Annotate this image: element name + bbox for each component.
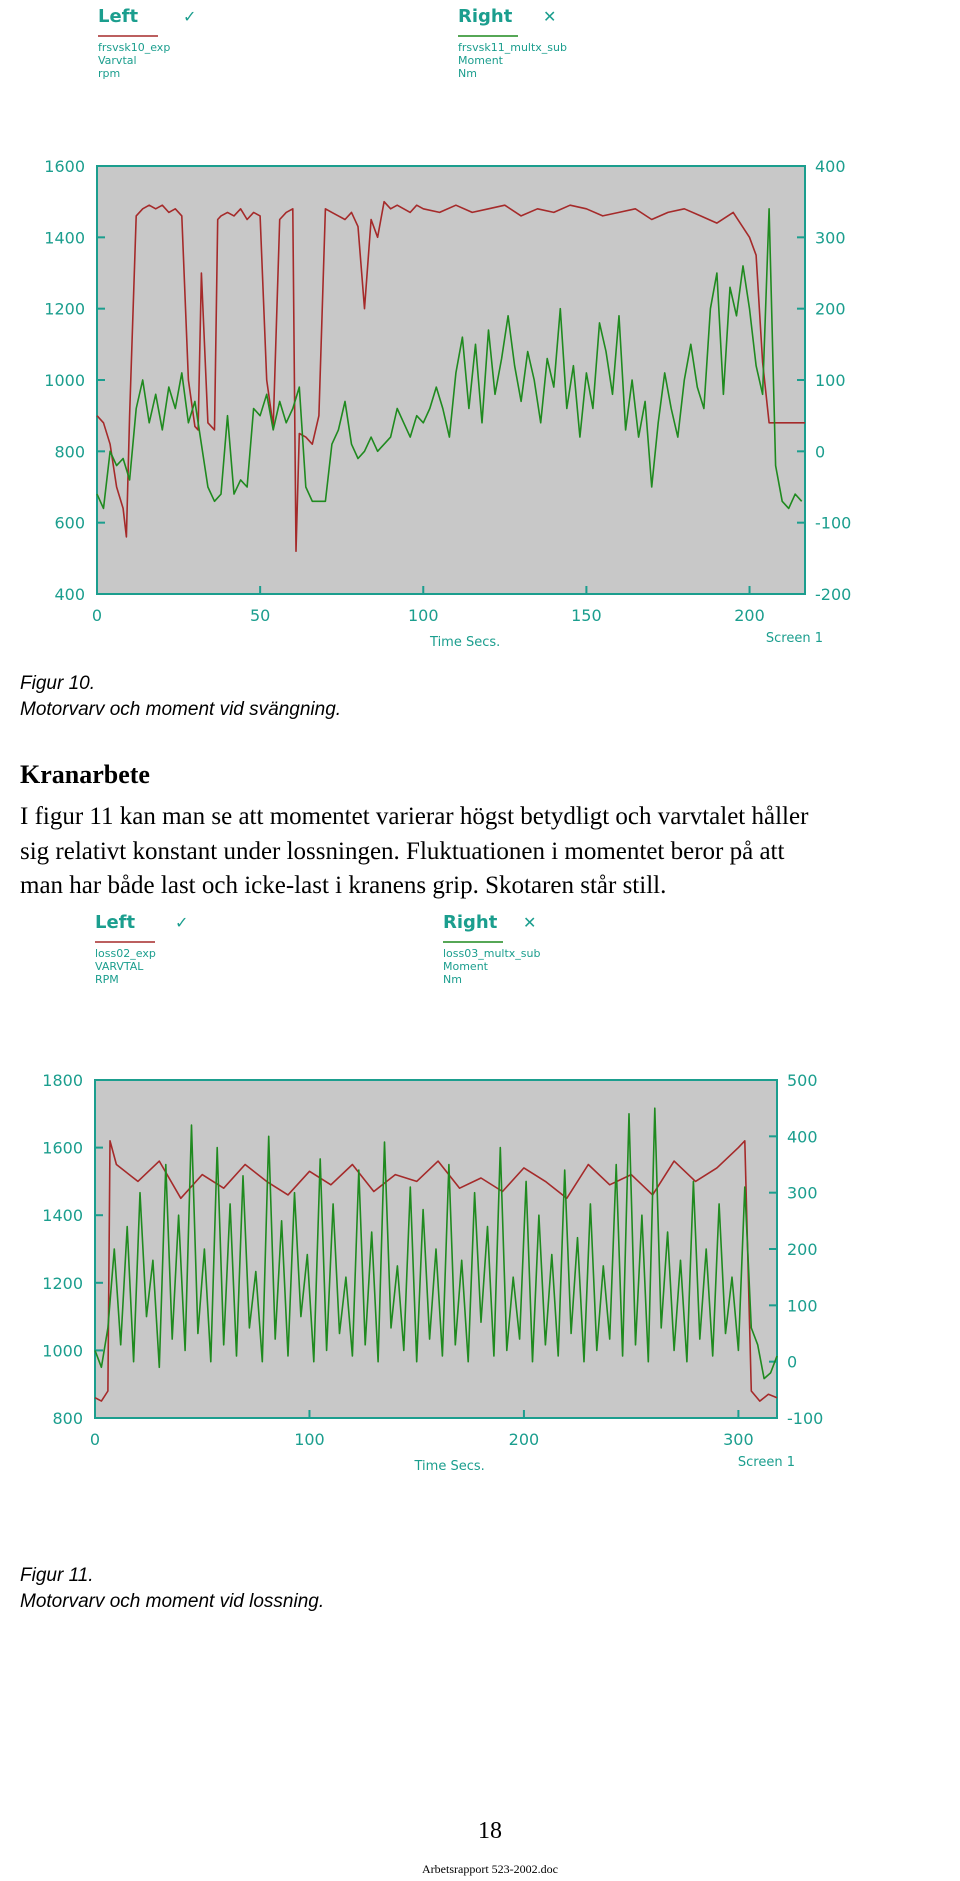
y-right-tick-label: -200 [815,585,851,604]
legend-right-name: loss03_multx_sub [443,947,541,960]
legend-left-mark: ✓ [183,7,196,26]
y-left-tick-label: 1400 [44,228,85,247]
footer-filename: Arbetsrapport 523-2002.doc [422,1862,558,1876]
y-right-tick-label: -100 [787,1409,823,1428]
x-tick-label: 100 [408,606,439,625]
y-left-tick-label: 1000 [44,371,85,390]
legend-right-mark: ✕ [523,913,536,932]
legend-right-title: Right [458,6,513,27]
y-right-tick-label: 300 [787,1184,818,1203]
y-left-tick-label: 1000 [42,1341,83,1360]
x-axis-label: Time Secs. [429,635,500,650]
legend-left-name: loss02_exp [95,947,156,960]
plot-area [96,165,806,595]
legend-right-mark: ✕ [543,7,556,26]
figure-11-caption: Figur 11. Motorvarv och moment vid lossn… [20,1563,324,1615]
legend-right-quantity: Moment [443,960,489,973]
figure-11-chart: Left ✓ loss02_exp VARVTAL RPM Right ✕ loss03_mu… [0,910,960,1570]
legend-left-unit: RPM [95,973,119,986]
legend-left-title: Left [95,912,136,933]
series-line-right [94,1107,778,1380]
x-tick-label: 300 [723,1430,754,1449]
legend-right-unit: Nm [443,973,462,986]
x-tick-label: 0 [92,606,102,625]
legend-left-title: Left [98,6,139,27]
figure-10-caption-text: Motorvarv och moment vid svängning. [20,699,342,720]
paragraph-line-3: man har både last och icke-last i kranen… [20,872,667,899]
y-right-tick-label: 100 [787,1296,818,1315]
legend-left-unit: rpm [98,67,120,80]
y-left-tick-label: 1600 [44,157,85,176]
y-right-tick-label: 300 [815,228,846,247]
y-left-tick-label: 400 [54,585,85,604]
x-tick-label: 100 [294,1430,325,1449]
figure-10-chart: Left ✓ frsvsk10_exp Varvtal rpm Right ✕ frsvsk1… [0,0,960,680]
figure-10-caption: Figur 10. Motorvarv och moment vid sväng… [20,671,341,723]
x-tick-label: 200 [509,1430,540,1449]
legend-right-quantity: Moment [458,54,504,67]
paragraph-line-2: sig relativt konstant under lossningen. … [20,837,785,865]
legend-left-quantity: Varvtal [98,54,137,67]
y-left-tick-label: 1400 [42,1206,83,1225]
y-right-tick-label: 500 [787,1071,818,1090]
legend-left-name: frsvsk10_exp [98,41,170,54]
y-left-tick-label: 1200 [42,1274,83,1293]
x-axis-label: Time Secs. [414,1459,485,1474]
y-left-tick-label: 800 [52,1409,83,1428]
legend-left-quantity: VARVTAL [95,960,144,973]
section-heading: Kranarbete [20,760,150,789]
legend-right-name: frsvsk11_multx_sub [458,41,567,54]
page-number: 18 [478,1818,502,1844]
screen-label: Screen 1 [738,1455,795,1470]
screen-label: Screen 1 [766,631,823,646]
y-right-tick-label: 200 [787,1240,818,1259]
y-right-tick-label: 0 [815,442,825,461]
legend-left-mark: ✓ [175,913,188,932]
y-right-tick-label: 0 [787,1353,797,1372]
y-right-tick-label: 400 [787,1127,818,1146]
x-tick-label: 150 [571,606,602,625]
y-left-tick-label: 800 [54,442,85,461]
figure-10-caption-label: Figur 10. [20,673,95,694]
section-paragraph: I figur 11 kan man se att momentet varie… [20,800,960,904]
y-right-tick-label: -100 [815,514,851,533]
figure-11-caption-text: Motorvarv och moment vid lossning. [20,1591,325,1612]
paragraph-line-1: I figur 11 kan man se att momentet varie… [20,803,809,830]
series-line-left [96,200,805,553]
y-right-tick-label: 200 [815,300,846,319]
y-right-tick-label: 100 [815,371,846,390]
y-left-tick-label: 1200 [44,300,85,319]
figure-11-caption-label: Figur 11. [20,1565,94,1586]
y-left-tick-label: 1800 [42,1071,83,1090]
x-tick-label: 0 [90,1430,100,1449]
x-tick-label: 50 [250,606,270,625]
y-right-tick-label: 400 [815,157,846,176]
legend-right-title: Right [443,912,498,933]
series-line-right [96,208,803,510]
legend-right-unit: Nm [458,67,477,80]
y-left-tick-label: 1600 [42,1139,83,1158]
y-left-tick-label: 600 [54,514,85,533]
x-tick-label: 200 [734,606,765,625]
